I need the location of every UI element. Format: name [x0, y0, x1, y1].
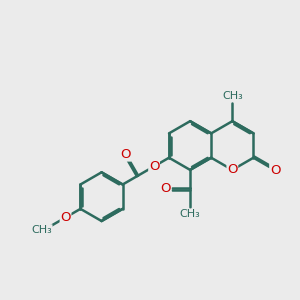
Text: CH₃: CH₃ [31, 225, 52, 235]
Text: O: O [149, 160, 159, 173]
Text: O: O [270, 164, 280, 177]
Text: O: O [60, 211, 71, 224]
Text: O: O [121, 148, 131, 161]
Text: CH₃: CH₃ [222, 91, 243, 100]
Text: CH₃: CH₃ [180, 209, 200, 219]
Text: O: O [227, 164, 238, 176]
Text: O: O [160, 182, 171, 195]
